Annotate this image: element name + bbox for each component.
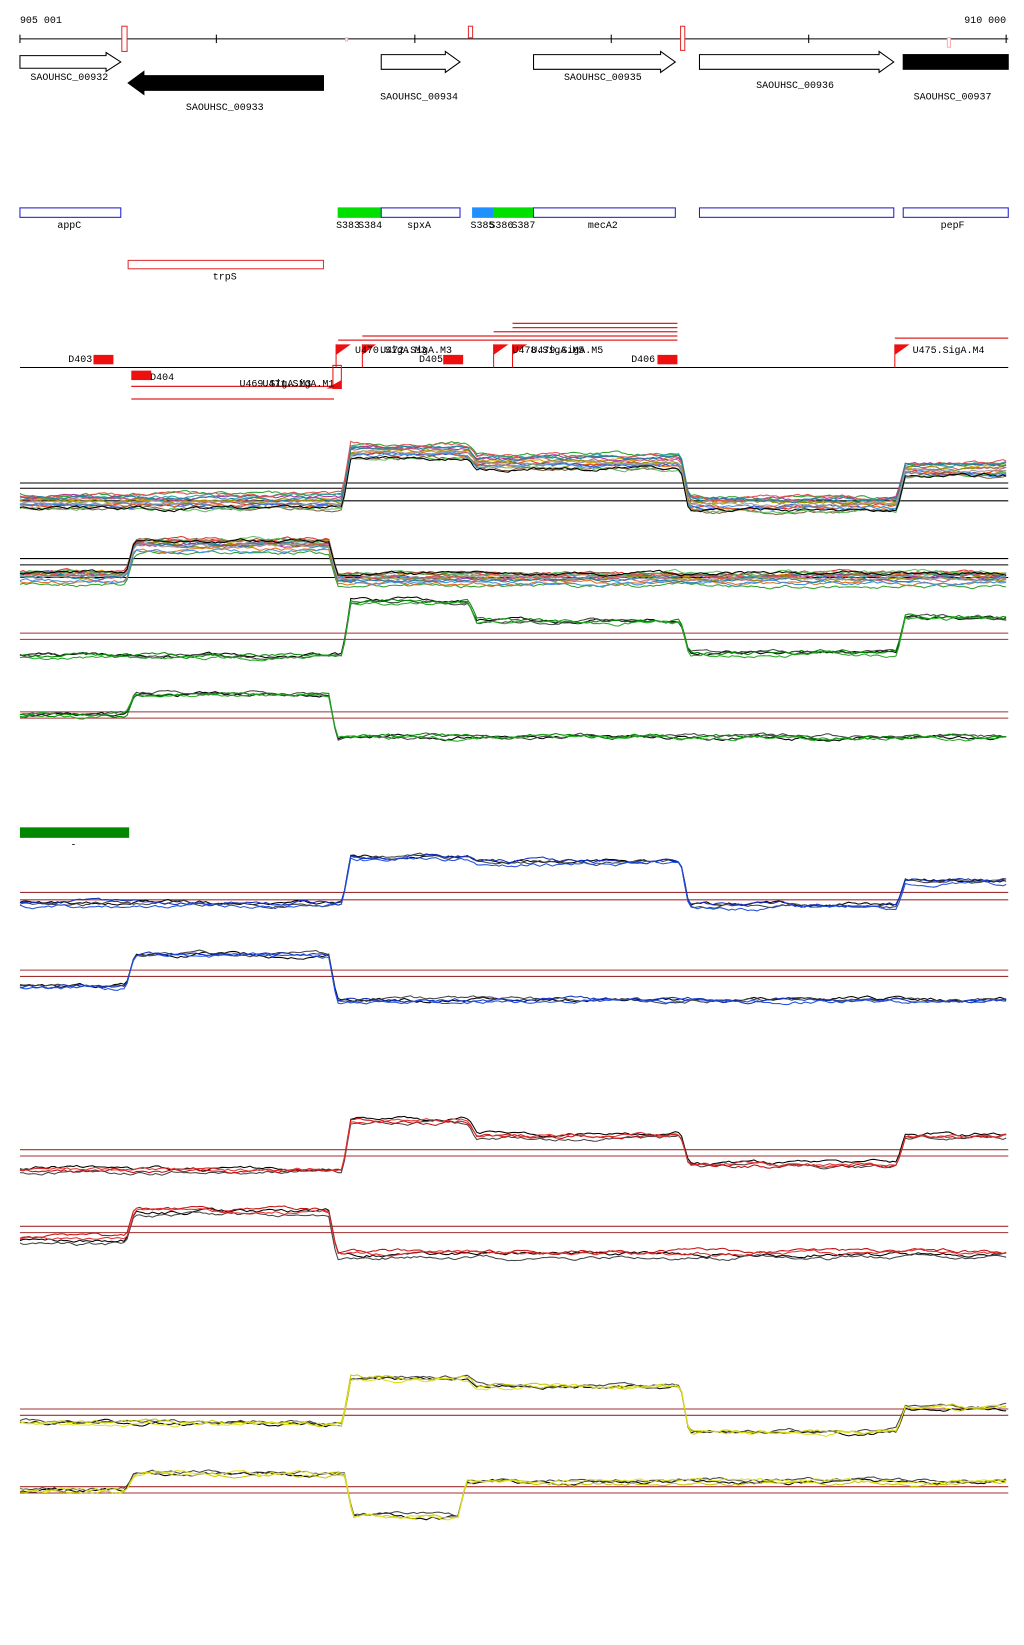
signal-line — [19, 1207, 1007, 1257]
signal-line — [19, 546, 1007, 588]
signal-line — [19, 542, 1007, 583]
gene-label: SAOUHSC_00933 — [186, 102, 264, 113]
signal-line — [19, 952, 1007, 1006]
signal-line — [19, 689, 1007, 741]
signal-line — [19, 445, 1007, 504]
signal-line — [19, 445, 1007, 505]
signal-tracks — [19, 440, 1009, 1521]
feature-label: mecA2 — [588, 220, 618, 231]
ruler-markers — [121, 25, 952, 52]
signal-line — [19, 1205, 1007, 1255]
signal-line — [19, 1211, 1007, 1262]
probe-label: D404 — [150, 372, 174, 383]
promoter-label: U471.SigA.M1 — [263, 378, 335, 389]
signal-line — [19, 1374, 1007, 1435]
promoter-label: U478.SigA.M5 — [513, 345, 585, 356]
signal-line — [19, 447, 1007, 506]
signal-line — [19, 1376, 1007, 1437]
promoter-label: U475.SigA.M4 — [913, 345, 985, 356]
signal-line — [19, 455, 1007, 516]
feature-label: spxA — [407, 220, 431, 231]
probe-label: D403 — [68, 354, 92, 365]
signal-line — [19, 456, 1007, 514]
signal-line — [19, 1207, 1007, 1259]
signal-line — [19, 1118, 1007, 1173]
probe-label: D406 — [631, 354, 655, 365]
signal-line — [19, 541, 1007, 584]
signal-line — [19, 852, 1007, 910]
gene-label: SAOUHSC_00932 — [30, 72, 108, 83]
signal-line — [19, 692, 1007, 742]
signal-line — [19, 1119, 1007, 1176]
promoter-label: U469.SigA.M3 — [239, 378, 311, 389]
gene-label: SAOUHSC_00936 — [756, 80, 834, 91]
signal-line — [19, 455, 1007, 513]
site-label: S386 — [489, 220, 513, 231]
signal-line — [19, 448, 1007, 506]
signal-line — [19, 601, 1007, 662]
site-label: S387 — [511, 220, 535, 231]
promoter-label: U472.SigA.M3 — [380, 345, 452, 356]
signal-line — [19, 1117, 1007, 1174]
signal-line — [19, 596, 1007, 659]
signal-line — [19, 1377, 1007, 1437]
site-label: S384 — [358, 220, 382, 231]
gene-label: SAOUHSC_00934 — [380, 92, 458, 103]
signal-line — [19, 598, 1007, 659]
signal-line — [19, 1471, 1007, 1520]
gene-label: SAOUHSC_00935 — [564, 72, 642, 83]
legend-label: - — [71, 839, 77, 850]
signal-line — [19, 440, 1007, 502]
site-label: S383 — [336, 220, 360, 231]
signal-line — [19, 449, 1007, 508]
feature-label: pepF — [941, 220, 965, 231]
operon-label: trpS — [213, 271, 237, 282]
signal-line — [19, 546, 1007, 588]
feature-boxes — [19, 207, 1009, 270]
signal-line — [19, 542, 1007, 584]
signal-line — [19, 599, 1007, 661]
gene-label: SAOUHSC_00937 — [914, 92, 992, 103]
signal-line — [19, 951, 1007, 1005]
ruler-start: 905 001 — [20, 15, 62, 26]
signal-line — [19, 535, 1007, 577]
signal-line — [19, 538, 1007, 577]
probe-track — [19, 322, 1009, 400]
signal-line — [19, 451, 1007, 511]
signal-line — [19, 1471, 1007, 1521]
signal-line — [19, 445, 1007, 502]
signal-line — [19, 550, 1007, 590]
ruler-end: 910 000 — [964, 15, 1006, 26]
gene-arrows — [19, 50, 1009, 96]
signal-line — [19, 691, 1007, 742]
feature-label: appC — [57, 220, 81, 231]
signal-line — [19, 949, 1007, 1005]
signal-line — [19, 691, 1007, 742]
signal-line — [19, 1469, 1007, 1521]
legend-bar — [19, 827, 130, 838]
probe-label: D405 — [419, 354, 443, 365]
signal-line — [19, 541, 1007, 582]
site-label: S385 — [471, 220, 495, 231]
signal-line — [19, 950, 1007, 1004]
promoter-label: U479.SigA.M5 — [531, 345, 603, 356]
signal-line — [19, 857, 1007, 912]
ruler — [19, 34, 1009, 44]
promoter-label: U470.SigA.M3 — [355, 345, 427, 356]
